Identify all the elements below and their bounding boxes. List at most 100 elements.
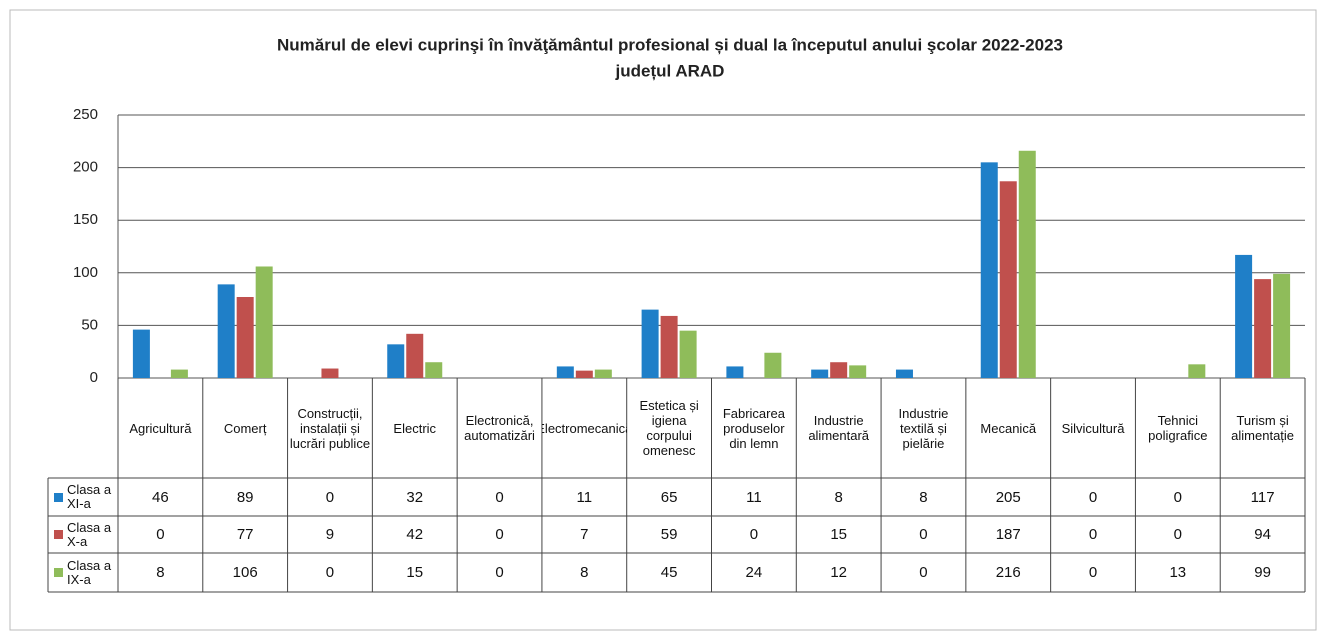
category-label: Construcții, instalații și lucrări publi… — [289, 405, 371, 451]
table-value: 0 — [1088, 564, 1098, 581]
table-value: 11 — [576, 488, 593, 506]
table-value: 77 — [236, 526, 254, 543]
table-value: 89 — [236, 488, 254, 506]
table-value: 0 — [1088, 526, 1098, 543]
y-tick-label: 150 — [73, 211, 98, 228]
y-tick-label: 50 — [81, 316, 98, 333]
bar — [425, 362, 443, 378]
table-value: 15 — [830, 526, 848, 543]
bar — [170, 369, 188, 378]
table-value: 32 — [406, 488, 424, 506]
category-label: Electric — [393, 420, 437, 436]
table-value: 0 — [325, 488, 335, 506]
bar — [236, 296, 254, 378]
table-value: 65 — [660, 488, 678, 506]
category-label: Industrie alimentară — [808, 413, 870, 443]
category-label: Silvicultură — [1061, 420, 1125, 436]
table-value: 94 — [1254, 526, 1271, 543]
table-value: 0 — [919, 564, 928, 581]
y-tick-label: 200 — [73, 159, 98, 176]
table-value: 205 — [995, 488, 1021, 506]
table-value: 0 — [749, 526, 759, 543]
category-label: Agricultură — [129, 420, 192, 436]
bar — [811, 369, 829, 378]
table-value: 15 — [406, 564, 424, 581]
table-value: 12 — [830, 564, 848, 581]
bar — [660, 315, 678, 378]
legend-entry: Clasa a X-a — [48, 516, 118, 553]
table-value: 216 — [995, 564, 1021, 581]
category-label: Fabricarea produselor din lemn — [722, 405, 785, 451]
legend-label: Clasa a X-a — [67, 519, 112, 549]
bar — [406, 333, 424, 378]
y-tick-label: 250 — [73, 106, 98, 123]
category-label: Electromecanică — [542, 420, 627, 436]
table-value: 59 — [660, 526, 678, 543]
legend-label: Clasa a XI-a — [67, 482, 112, 511]
legend-swatch — [54, 568, 63, 577]
bar — [1254, 279, 1272, 378]
table-value: 7 — [580, 526, 589, 543]
table-value: 24 — [745, 564, 763, 581]
bar — [726, 366, 744, 378]
bar — [556, 366, 574, 378]
bar — [387, 344, 405, 378]
bar — [679, 330, 697, 378]
bar — [575, 370, 593, 378]
table-value: 42 — [406, 526, 424, 543]
y-tick-label: 100 — [73, 264, 98, 281]
bar — [1273, 273, 1291, 378]
bar — [1018, 150, 1036, 378]
category-label: Mecanică — [980, 420, 1037, 436]
bar — [764, 352, 782, 378]
bar — [830, 362, 848, 378]
table-value: 99 — [1254, 564, 1271, 581]
table-value: 0 — [1173, 488, 1182, 506]
category-label: Comerț — [223, 420, 267, 436]
chart-title: Numărul de elevi cuprinşi în învăţământu… — [277, 35, 1063, 54]
bar — [641, 309, 659, 378]
table-value: 0 — [1088, 488, 1098, 506]
table-value: 106 — [232, 564, 258, 581]
bar — [255, 266, 273, 378]
table-value: 0 — [495, 526, 504, 543]
table-value: 46 — [152, 488, 169, 506]
chart-subtitle: județul ARAD — [615, 61, 725, 80]
bar — [849, 365, 867, 378]
table-value: 8 — [919, 488, 928, 506]
bar — [1235, 254, 1253, 378]
legend-entry: Clasa a IX-a — [48, 553, 118, 592]
legend-swatch — [54, 530, 63, 539]
category-label: Tehnici poligrafice — [1148, 413, 1208, 443]
table-value: 187 — [995, 526, 1021, 543]
bar — [999, 181, 1017, 378]
table-value: 9 — [325, 526, 335, 543]
table-value: 0 — [495, 488, 504, 506]
bar — [1188, 364, 1206, 378]
bar — [980, 162, 998, 378]
table-value: 0 — [495, 564, 504, 581]
table-value: 117 — [1250, 488, 1275, 506]
table-value: 0 — [1173, 526, 1182, 543]
table-value: 8 — [156, 564, 165, 581]
category-label: Estetica și igiena corpului omenesc — [639, 398, 699, 458]
y-tick-label: 0 — [90, 369, 98, 386]
bar — [132, 329, 150, 378]
table-value: 13 — [1169, 564, 1187, 581]
chart-frame — [9, 9, 1317, 631]
bar — [594, 369, 612, 378]
table-value: 45 — [660, 564, 678, 581]
bar — [217, 284, 235, 378]
table-value: 8 — [580, 564, 589, 581]
table-value: 0 — [156, 526, 165, 543]
category-label: Electronică, automatizări — [464, 413, 535, 443]
table-value: 8 — [834, 488, 843, 506]
legend-entry: Clasa a XI-a — [48, 478, 118, 516]
table-value: 11 — [746, 488, 762, 506]
category-label: Industrie textilă și pielărie — [898, 405, 949, 451]
table-value: 0 — [325, 564, 335, 581]
bar — [321, 368, 339, 378]
legend-swatch — [54, 492, 63, 502]
